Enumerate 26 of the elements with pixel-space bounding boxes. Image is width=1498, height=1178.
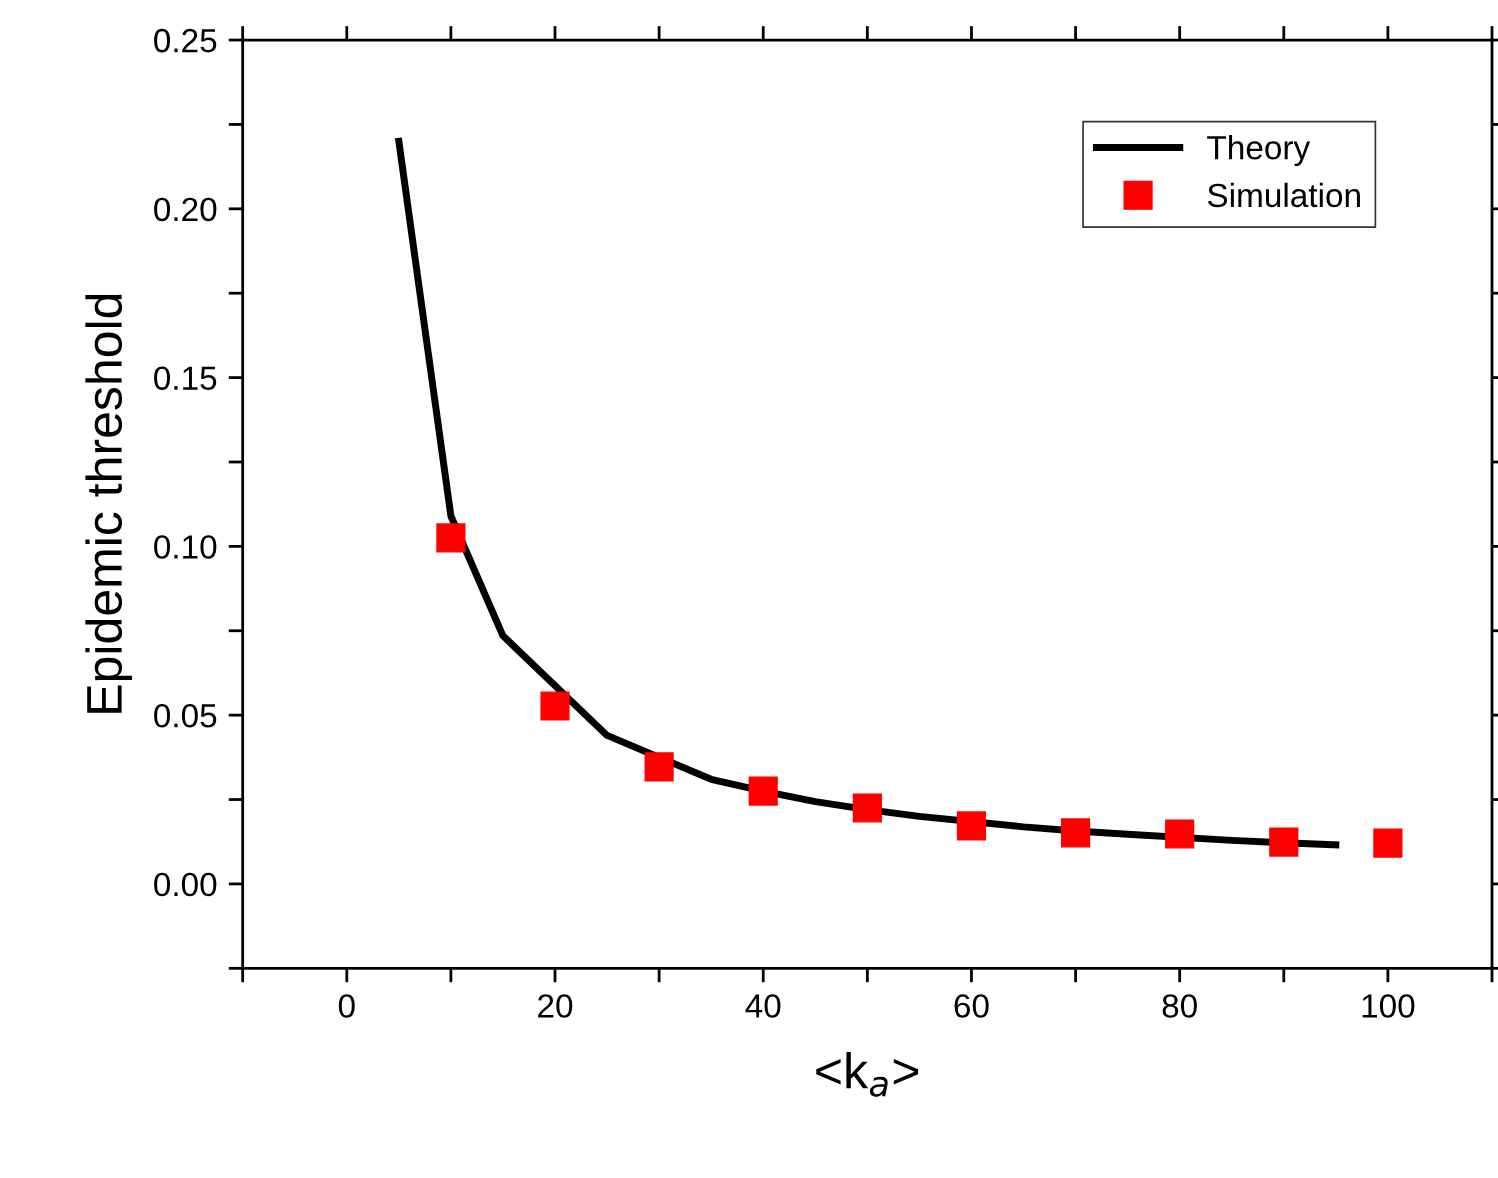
point <box>956 811 987 841</box>
point <box>540 691 570 721</box>
x-tick-label: 0 <box>338 994 355 1018</box>
x-axis-title: <k$_{a}$> <box>816 1051 919 1097</box>
point <box>1060 818 1091 848</box>
y-tick-label: 0.00 <box>154 872 217 897</box>
point <box>1373 828 1403 858</box>
point <box>644 752 674 782</box>
y-tick-label: 0.05 <box>154 703 217 728</box>
y-tick-label: 0.15 <box>154 366 217 391</box>
x-tick-label: 60 <box>954 994 989 1018</box>
x-tick-label: 100 <box>1362 994 1415 1018</box>
point <box>436 523 466 553</box>
y-tick-label: 0.25 <box>154 28 217 53</box>
x-tick-label: 20 <box>538 994 573 1018</box>
y-axis-title: Epidemic threshold <box>85 294 132 713</box>
x-tick-label: 80 <box>1162 994 1197 1018</box>
x-tick-label: 40 <box>745 994 781 1018</box>
point <box>852 793 882 823</box>
legend-label: Simulation <box>1207 182 1360 208</box>
point <box>1269 827 1299 857</box>
point <box>748 776 778 806</box>
y-tick-label: 0.20 <box>154 197 217 222</box>
y-tick-label: 0.10 <box>154 535 217 559</box>
legend-label: Theory <box>1207 135 1311 167</box>
point <box>1165 819 1195 849</box>
